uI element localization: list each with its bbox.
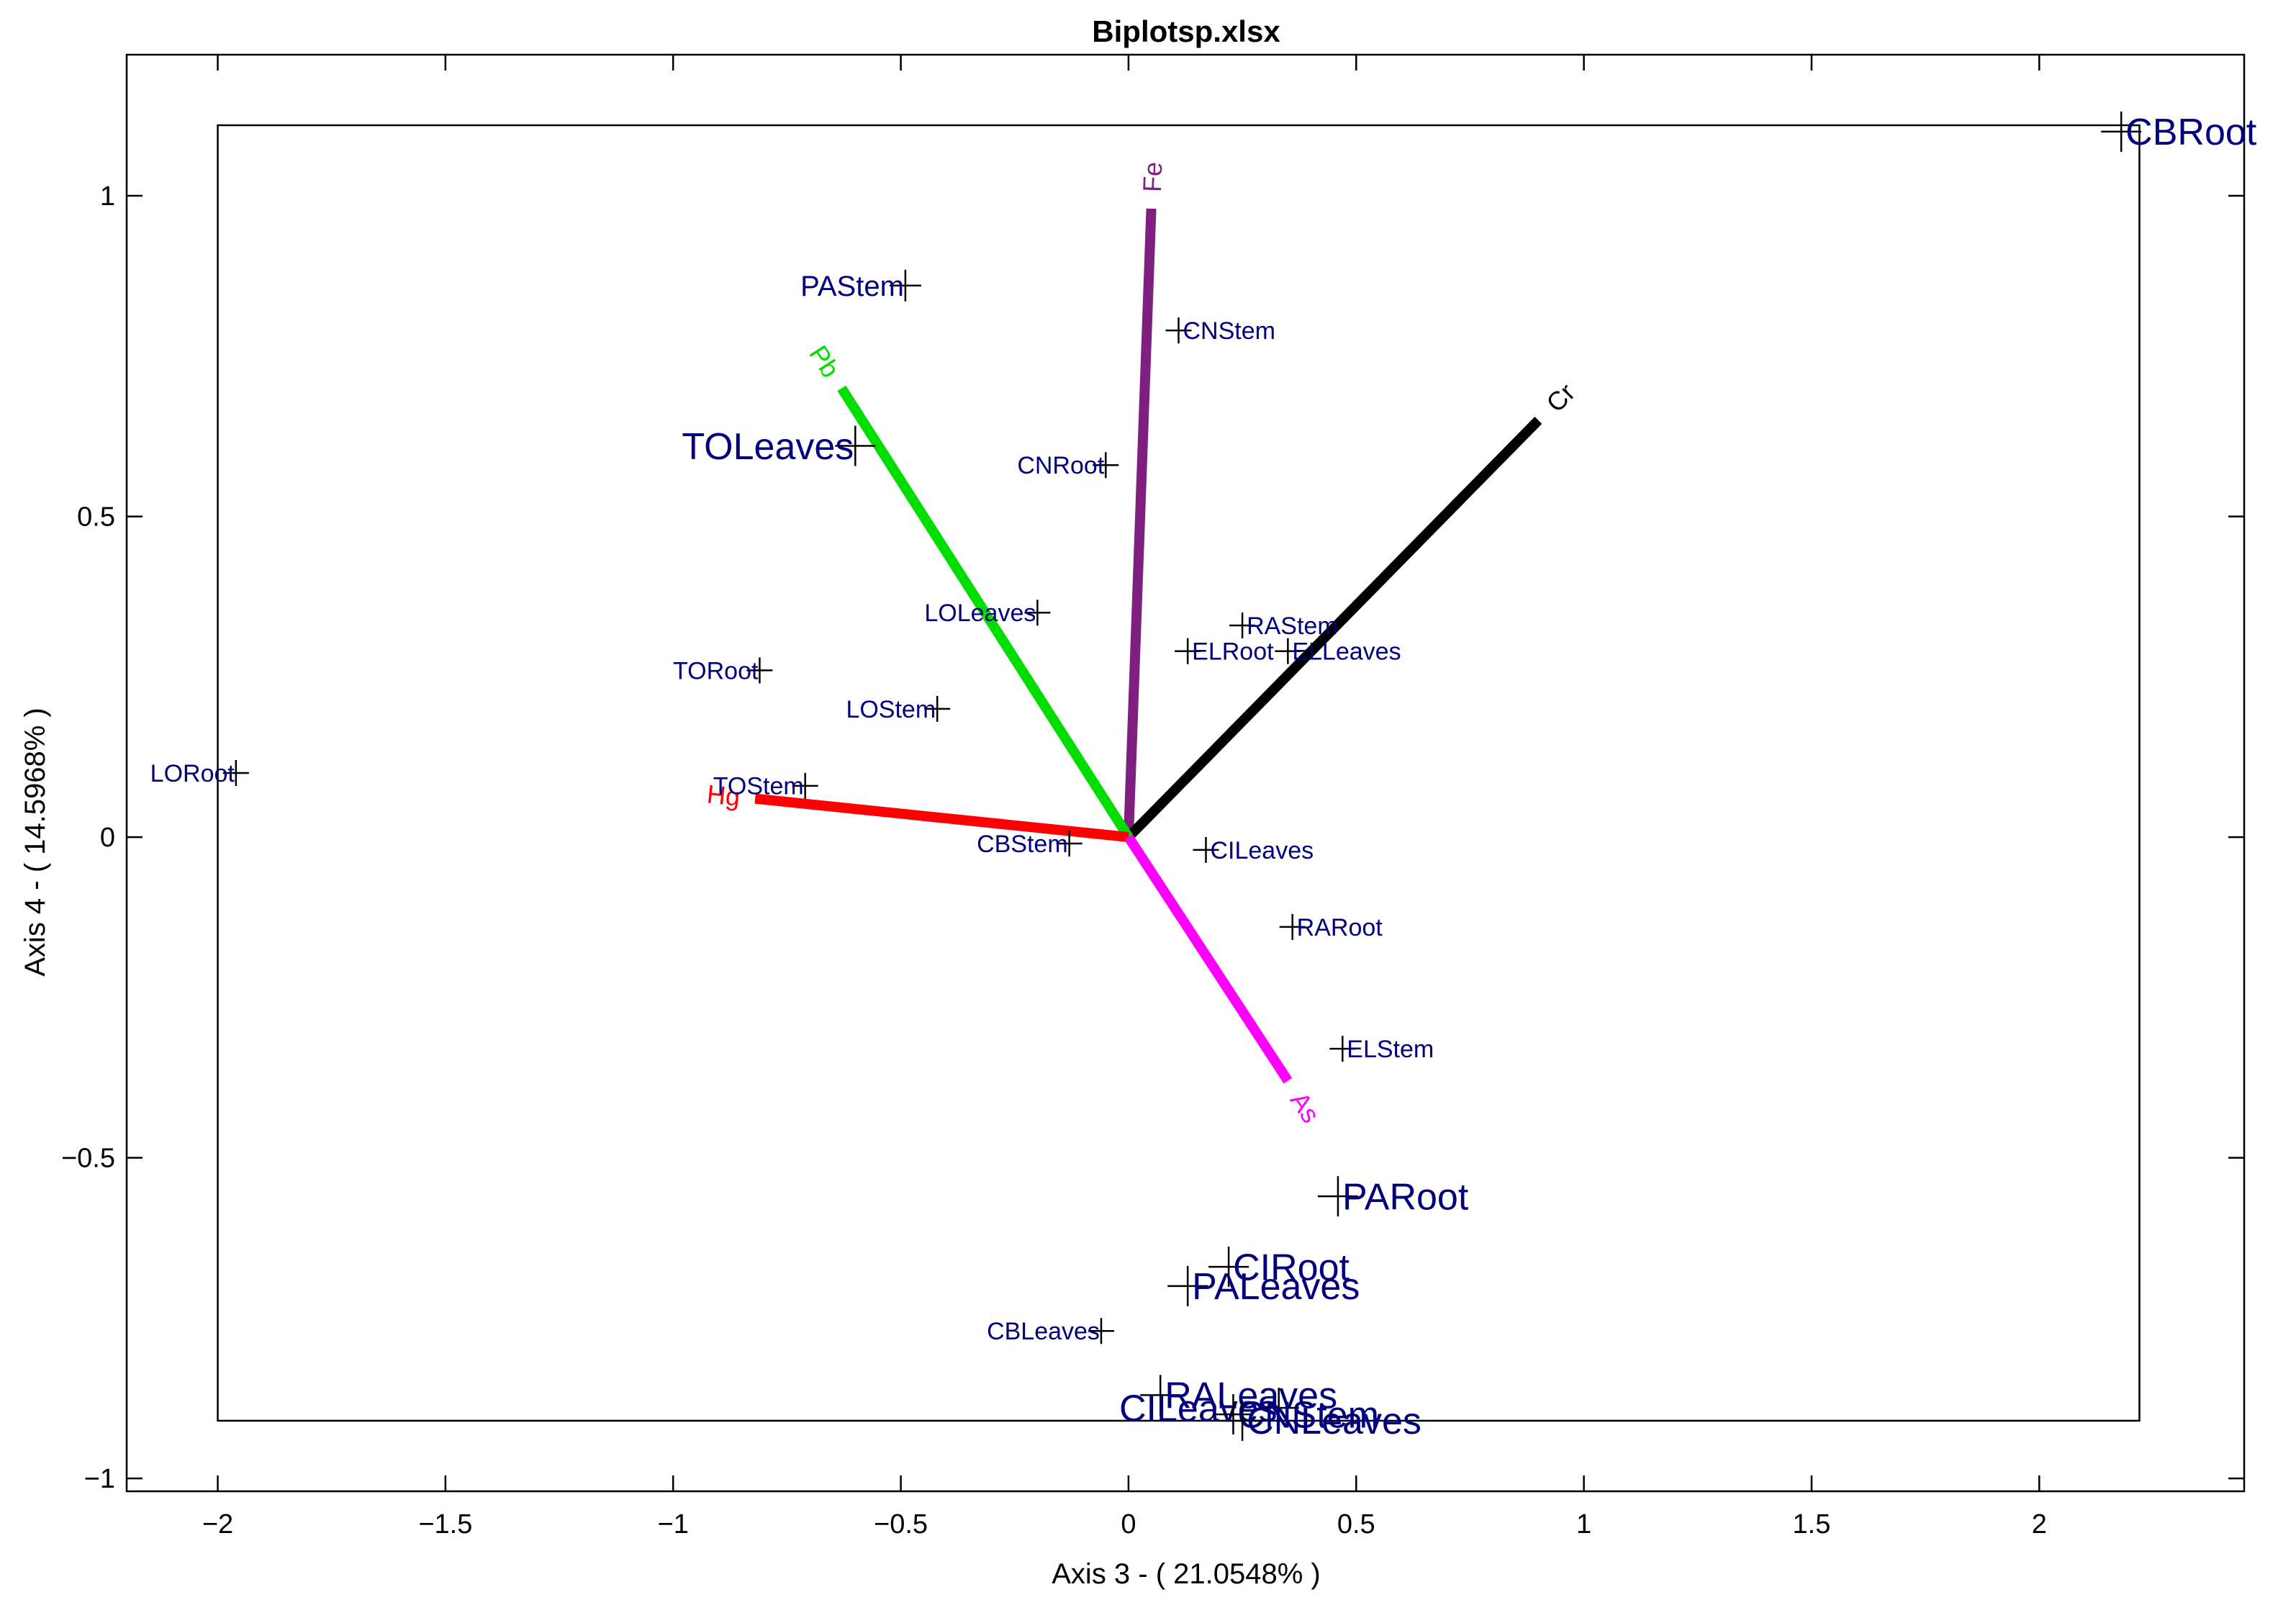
observation-points: CBRoot PAStem CNStem TOLeaves CNRoot LOLeaves… [150, 111, 2257, 1442]
point-label: CNRoot [1017, 452, 1104, 479]
chart-title: Biplotsp.xlsx [1092, 14, 1280, 48]
point-label: PAStem [800, 271, 904, 302]
point-label: CIRoot [1233, 1247, 1350, 1288]
vector-as [1124, 834, 1293, 1084]
point-label: RAStem [1247, 612, 1338, 640]
x-tick-label: −2 [202, 1509, 233, 1540]
x-axis-label: Axis 3 - ( 21.0548% ) [1052, 1558, 1321, 1590]
point-label: TOLeaves [682, 426, 854, 468]
y-tick-label: 1 [100, 181, 115, 212]
vector-label-cr: Cr [1540, 378, 1581, 418]
point-label: CNLeaves [1247, 1401, 1422, 1442]
point-label: PALeaves [1192, 1266, 1360, 1308]
vector-hg [754, 793, 1129, 843]
point-label: RALeaves [1165, 1375, 1337, 1417]
vector-label-hg: Hg [705, 779, 741, 812]
y-axis-ticks: −1 −0.5 0 0.5 1 [61, 181, 2244, 1494]
point-label: TOStem [713, 773, 804, 800]
point-label: LORoot [150, 760, 235, 787]
y-tick-label: 0.5 [77, 502, 115, 533]
point-label: ELRoot [1192, 638, 1274, 666]
point-label: LOStem [846, 696, 936, 723]
vector-label-as: As [1285, 1087, 1326, 1129]
point-label: CBStem [977, 831, 1068, 858]
x-tick-label: 1 [1576, 1509, 1591, 1540]
x-tick-label: −0.5 [874, 1509, 928, 1540]
x-tick-label: 1.5 [1793, 1509, 1831, 1540]
point-label: ELLeaves [1292, 638, 1401, 666]
vector-pb [837, 385, 1133, 840]
point-label: PARoot [1342, 1176, 1469, 1218]
y-tick-label: 0 [100, 823, 115, 853]
vector-fe [1123, 208, 1157, 838]
vector-label-pb: Pb [803, 340, 845, 383]
loading-vectors: Fe Cr Pb Hg As [705, 161, 1581, 1128]
point-label: ELStem [1347, 1036, 1434, 1063]
x-tick-label: 0.5 [1337, 1509, 1375, 1540]
point-label: CILeaves [1210, 837, 1314, 864]
point-label: RARoot [1297, 914, 1383, 941]
x-tick-label: 2 [2032, 1509, 2047, 1540]
point-label: CILeaves [1119, 1388, 1278, 1429]
y-tick-label: −1 [84, 1464, 115, 1494]
y-axis-label: Axis 4 - ( 14.5968% ) [19, 707, 51, 977]
point-label: CBRoot [2125, 112, 2257, 153]
point-label: CNStem [1237, 1394, 1378, 1436]
point-label: TORoot [673, 657, 759, 684]
vector-cr [1124, 417, 1542, 841]
y-tick-label: −0.5 [61, 1144, 115, 1174]
vector-label-fe: Fe [1137, 161, 1167, 192]
x-tick-label: −1 [658, 1509, 689, 1540]
plot-axes-box [125, 53, 2246, 1493]
x-tick-label: 0 [1121, 1509, 1136, 1540]
point-label: CBLeaves [987, 1318, 1100, 1345]
point-label: CNStem [1183, 317, 1275, 345]
inner-bounding-box [217, 124, 2141, 1422]
x-axis-ticks: −2 −1.5 −1 −0.5 0 0.5 1 1.5 2 [202, 55, 2047, 1540]
point-label: LOLeaves [924, 600, 1036, 627]
x-tick-label: −1.5 [418, 1509, 472, 1540]
